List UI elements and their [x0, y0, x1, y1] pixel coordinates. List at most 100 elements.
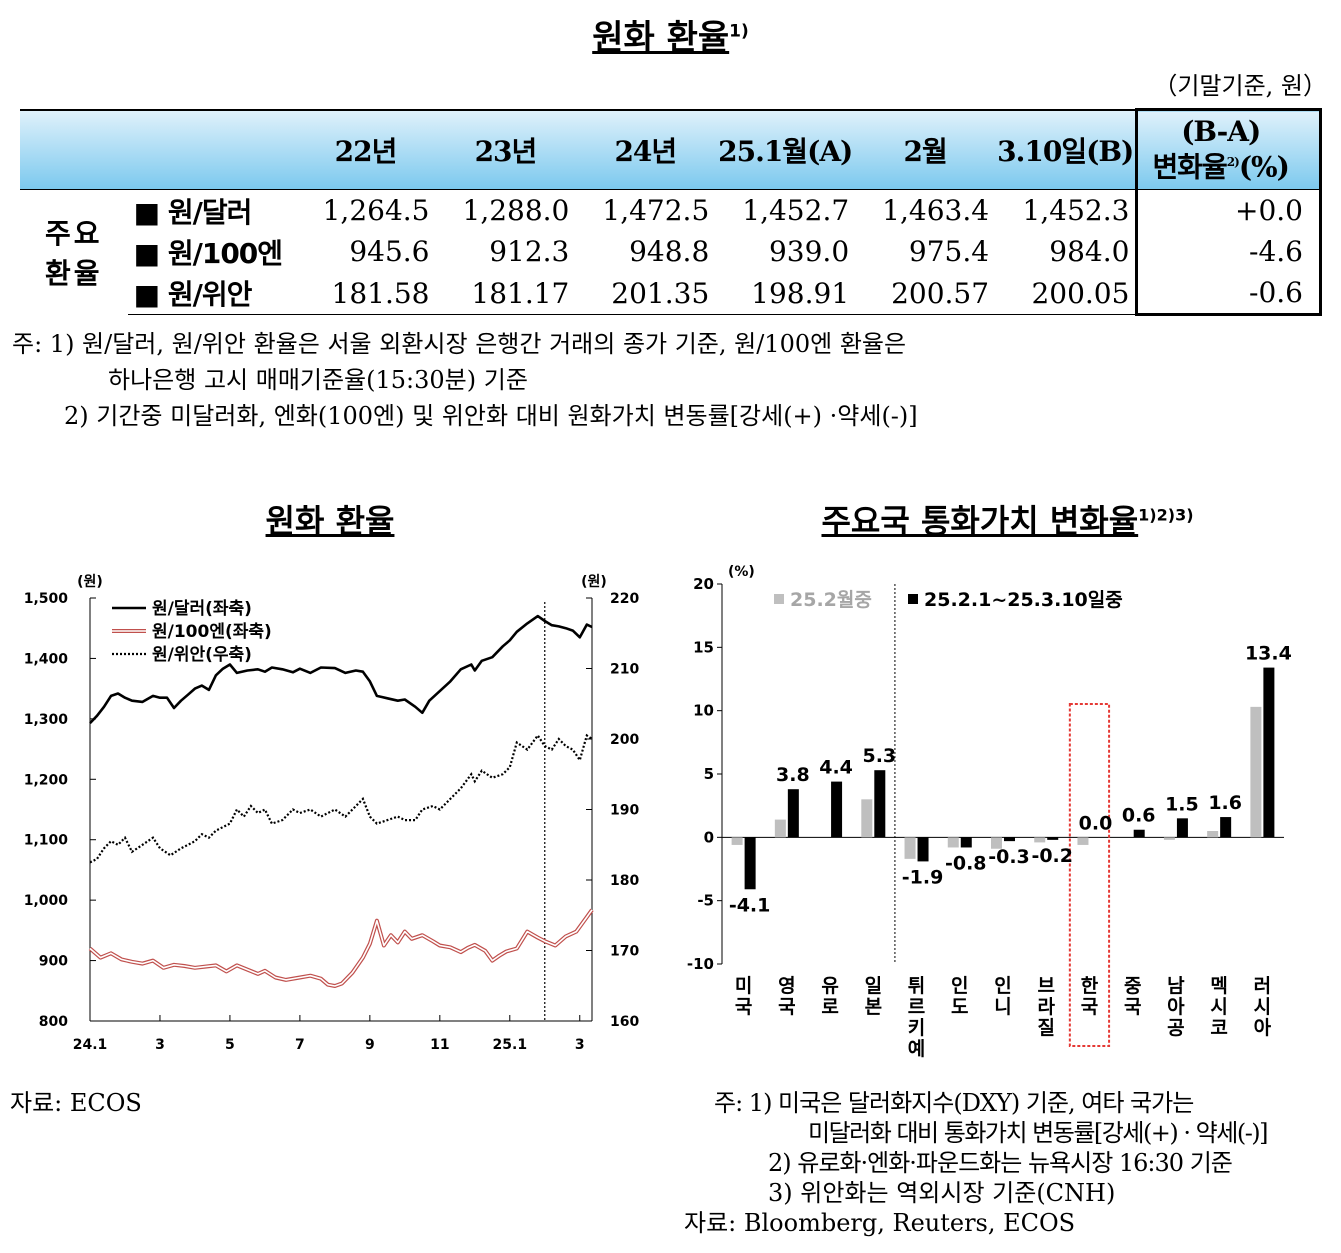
page-title: 원화 환율1): [0, 10, 1341, 59]
table-header: 2월: [855, 108, 996, 190]
bar-feb: [774, 819, 786, 838]
category-label-char: 유: [821, 975, 838, 997]
category-label-char: 남: [1167, 975, 1185, 997]
y-tick-label: -10: [687, 955, 714, 973]
y-tick-label-right: 160: [610, 1014, 639, 1030]
table-cell: 1,452.3: [1022, 194, 1130, 227]
legend-label: 25.2월중: [790, 589, 872, 611]
table-header: 3.10일(B): [995, 108, 1137, 190]
table-cell: 1,472.5: [602, 194, 710, 227]
right-chart-title-footnote: 1)2)3): [1138, 505, 1194, 525]
bar-feb: [731, 837, 743, 845]
bar-feb: [991, 837, 1002, 849]
category-label-char: 니: [994, 996, 1011, 1018]
y-tick-label: 0: [704, 828, 714, 846]
data-label: -1.9: [902, 866, 944, 888]
y-axis-unit-left: (원): [77, 574, 103, 590]
currency-change-bar-chart: -10 -5 0 5 10 15 20 (%) -4.1 미국 3.8 영국 4.4 유로 5.3 일본 -1.…: [687, 564, 1292, 1060]
bar-period: [1047, 837, 1059, 840]
category-label-char: 러: [1254, 975, 1271, 997]
category-label-char: 인: [994, 975, 1011, 997]
category-label-char: 아: [1167, 996, 1185, 1018]
x-tick-label: 3: [575, 1037, 585, 1053]
category-label-char: 국: [778, 996, 795, 1018]
right-chart-title-text: 주요국 통화가치 변화율: [821, 502, 1139, 540]
category-label-char: 국: [1081, 996, 1098, 1018]
category-label-char: 튀: [908, 975, 925, 997]
y-tick-label-right: 170: [610, 944, 639, 960]
x-tick-label: 5: [225, 1037, 235, 1053]
left-chart-title: 원화 환율: [0, 496, 660, 542]
bar-period: [917, 837, 929, 862]
right-chart-note-2: 2) 유로화·엔화·파운드화는 뉴욕시장 16:30 기준: [768, 1149, 1233, 1177]
row-label: ■ 원/달러: [133, 195, 253, 229]
category-label-char: 질: [1037, 1017, 1054, 1039]
table-header-blank: [20, 108, 296, 190]
category-label-char: 시: [1254, 996, 1271, 1018]
table-header: 23년: [435, 108, 576, 190]
table-cell: 939.0: [768, 235, 850, 268]
category-label-char: 미: [735, 975, 752, 997]
legend-swatch: [774, 594, 784, 604]
data-label: -4.1: [729, 894, 771, 916]
bar-feb: [1077, 837, 1089, 845]
x-tick-label: 25.1: [493, 1037, 528, 1053]
category-label-char: 공: [1167, 1017, 1184, 1039]
data-label: 0.0: [1079, 812, 1113, 834]
category-label-char: 영: [778, 975, 795, 997]
series-line-dollar: [89, 614, 593, 724]
legend-label: 원/위안(우축): [152, 645, 252, 665]
bar-feb: [861, 799, 873, 838]
y-tick-label-right: 180: [610, 873, 639, 889]
bar-period: [787, 789, 799, 838]
data-label: 13.4: [1245, 643, 1292, 665]
table-cell: 912.3: [489, 235, 570, 268]
table-header: 22년: [295, 108, 436, 190]
category-label-char: 일: [865, 975, 882, 997]
legend-swatch: [908, 594, 918, 604]
x-tick-label: 7: [295, 1037, 305, 1053]
data-label: -0.2: [1031, 845, 1073, 867]
data-label: 0.6: [1122, 805, 1156, 827]
page-title-footnote: 1): [729, 21, 749, 42]
category-label-char: 로: [821, 996, 838, 1018]
y-tick-label-left: 900: [39, 954, 68, 970]
category-label-char: 국: [735, 996, 752, 1018]
table-cell: 1,463.4: [882, 194, 990, 227]
y-tick-label: 10: [693, 702, 714, 720]
bar-period: [1004, 837, 1015, 842]
bar-period: [874, 770, 886, 838]
category-label-char: 도: [951, 996, 968, 1018]
table-row: 주요 환율 ■ 원/달러 1,264.5 1,288.0 1,472.5 1,4…: [20, 189, 1322, 290]
category-label-char: 인: [951, 975, 968, 997]
data-label: 3.8: [776, 764, 810, 786]
bar-feb: [1250, 706, 1262, 838]
y-tick-label-right: 210: [610, 662, 639, 678]
table-cell: 181.58: [295, 272, 436, 315]
y-tick-label-right: 220: [610, 591, 639, 607]
change-header-footnote: 2): [1226, 155, 1240, 170]
y-tick-label-left: 1,500: [24, 591, 69, 607]
table-cell: 200.57: [855, 272, 996, 315]
category-label-char: 라: [1037, 996, 1055, 1018]
table-header: 24년: [575, 108, 716, 190]
change-cell: -4.6: [1135, 231, 1322, 272]
left-chart-title-text: 원화 환율: [265, 502, 395, 540]
exchange-rate-line-chart: 800 900 1,000 1,100 1,200 1,300 1,400 1,500 160 1…: [24, 574, 640, 1053]
right-chart-note-1: 주: 1) 미국은 달러화지수(DXY) 기준, 여타 국가는: [714, 1089, 1194, 1117]
y-axis-unit-right: (원): [581, 574, 607, 590]
change-header-line1: (B-A): [1181, 115, 1261, 149]
change-cell: +0.0: [1135, 189, 1322, 231]
bar-feb: [1207, 831, 1219, 838]
bar-feb: [904, 837, 916, 859]
data-label: 1.6: [1208, 792, 1242, 814]
category-label-char: 국: [1124, 996, 1141, 1018]
x-tick-label: 11: [430, 1037, 449, 1053]
table-cell: 1,264.5: [322, 194, 430, 227]
highlight-box-korea: [1068, 703, 1111, 1047]
legend-label: 25.2.1~25.3.10일중: [924, 589, 1123, 611]
table-cell: 975.4: [908, 235, 990, 268]
y-tick-label-left: 800: [39, 1014, 68, 1030]
y-tick-label-left: 1,200: [24, 772, 69, 788]
table-cell: 1,288.0: [462, 194, 570, 227]
